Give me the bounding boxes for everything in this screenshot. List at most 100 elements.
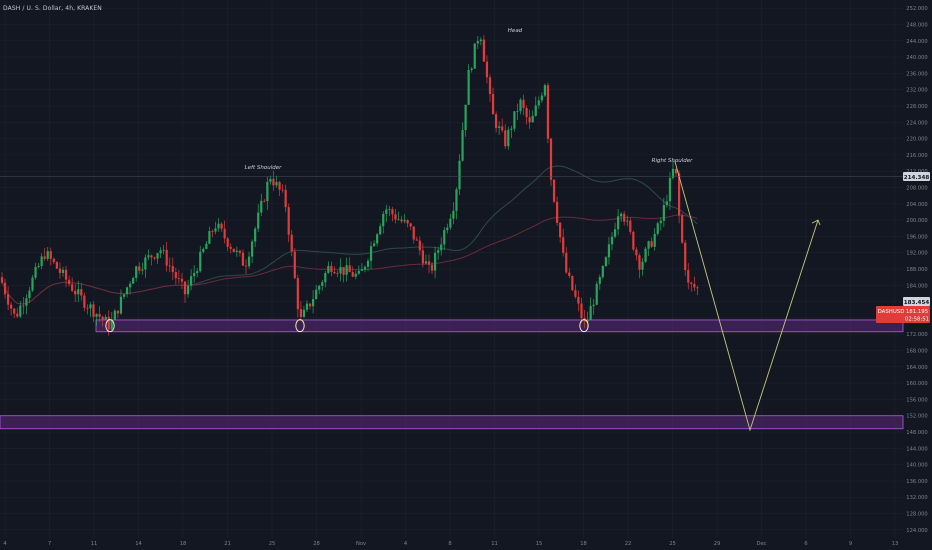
candle-body [74,290,77,295]
candle-body [455,189,458,211]
price-tick-label: 232.000 [906,88,927,94]
candle-body [406,220,409,224]
price-labels: 214.348 183.454 DASHUSD 181.195 02:58:51 [0,172,930,323]
candle-body [568,272,571,276]
candle-body [71,284,74,291]
candle-body [412,226,415,240]
candle-body [617,216,620,230]
candle-body [183,281,187,295]
candle-body [122,294,126,297]
time-tick-label: 11 [91,541,98,547]
candle-body [141,269,144,271]
candle-body [626,220,629,222]
price-tick-label: 224.000 [906,120,927,126]
candle-body [208,231,211,244]
candle-body [68,279,71,285]
candle-body [388,209,391,210]
candle-body [510,128,513,130]
candle-body [339,266,342,274]
candle-body [89,304,92,309]
candle-body [43,256,46,259]
time-tick-label: Dec [756,541,766,547]
candle-body [3,282,7,295]
candle-body [241,252,245,266]
candle-body [327,265,330,273]
price-axis[interactable]: 252.000 248.000 244.000 240.000 236.000 232.0… [906,6,927,534]
candle-body [482,39,485,62]
price-tick-label: 136.000 [906,479,927,485]
time-tick-label: 18 [580,541,587,547]
support-zone [0,415,904,430]
candle-body [491,93,495,115]
price-tick-label: 236.000 [906,71,927,77]
candle-body [613,229,617,237]
candle-body [629,220,632,232]
candle-body [678,173,681,216]
candle-body [458,160,461,190]
candle-body [202,248,205,252]
projection-line [674,161,819,432]
candle-body [592,304,595,307]
candle-body [549,138,553,180]
candle-body [571,275,574,291]
countdown-label: 02:58:51 [905,317,929,323]
price-tick-label: 196.000 [906,234,927,240]
price-tick-label: 204.000 [906,202,927,208]
candle-body [485,61,489,78]
candle-body [467,69,470,105]
time-axis[interactable]: 4 7 11 14 18 21 25 28 Nov 4 8 11 15 18 22 25 29 Dec 6 9 13 [3,541,898,547]
candle-body [534,105,537,116]
candle-body [214,228,217,232]
candle-body [382,213,385,227]
candle-body [415,239,418,241]
time-tick-label: 22 [625,541,632,547]
support-markers [105,319,589,333]
candle-body [424,261,428,264]
candle-body [132,277,135,284]
candle-body [186,285,190,295]
candle-body [690,282,693,284]
candle-body [513,111,516,129]
candle-body [22,305,25,307]
price-tick-label: 164.000 [906,365,927,371]
right-shoulder-label: Right Shoulder [652,158,693,164]
candle-body [31,277,34,291]
candle-body [363,266,367,270]
price-tick-label: 244.000 [906,39,927,45]
candle-body [681,215,684,243]
candle-body [223,228,226,239]
price-tick-label: 168.000 [906,349,927,355]
candle-body [391,209,394,215]
candle-body [452,210,455,219]
projection-arrowhead [811,219,821,226]
candle-body [101,316,104,320]
candle-body [546,85,550,139]
candle-body [437,250,440,253]
moving-average-line [1,165,698,305]
support-touch-marker [295,319,305,333]
support-touch-marker [105,319,115,333]
candle-body [77,289,80,295]
candle-body [125,287,129,295]
candle-body [25,298,28,306]
price-tick-label: 148.000 [906,430,927,436]
candle-body [373,243,376,247]
projection-path [674,161,821,432]
price-tick-label: 216.000 [906,153,927,159]
symbol-label: DASHUSD [878,309,905,315]
pattern-annotations: Left Shoulder Head Right Shoulder [245,28,693,171]
candle-body [251,241,254,257]
candle-body [174,272,177,279]
candle-body [299,309,302,317]
candle-body [607,244,611,258]
price-tick-label: 240.000 [906,55,927,61]
time-tick-label: 29 [714,541,721,547]
candle-body [369,246,373,261]
candle-body [522,99,525,108]
candle-body [610,236,614,245]
candle-body [46,251,49,259]
candle-body [315,289,318,300]
moving-averages [1,165,698,305]
candle-body [601,266,604,278]
